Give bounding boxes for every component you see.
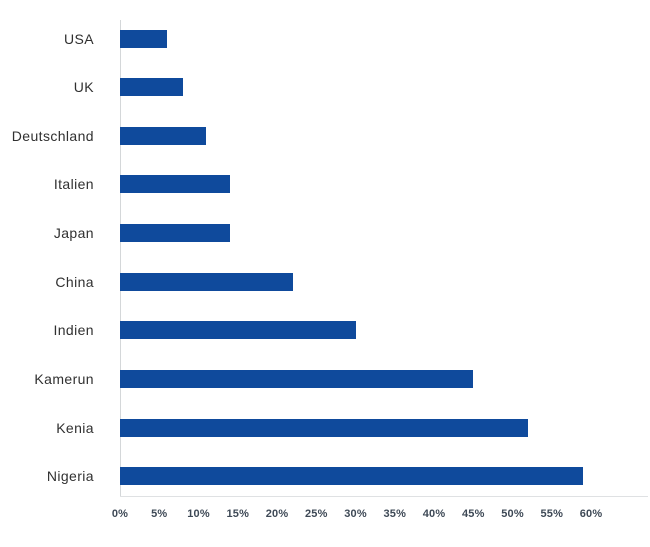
x-tick-label: 30% [344,508,367,520]
category-label: Kamerun [34,371,94,388]
bar-usa [120,29,168,48]
category-label: Nigeria [46,468,94,485]
bar-japan [120,224,230,243]
category-label: Italien [53,176,94,193]
x-axis-line [120,496,648,497]
x-tick-label: 15% [226,508,250,520]
x-tick-label: 40% [422,508,446,520]
bar-uk [120,78,183,97]
x-tick-label: 35% [383,508,407,520]
category-label: China [55,273,94,290]
category-label: Indien [53,322,94,339]
x-tick-label: 10% [187,508,210,520]
bar-nigeria [120,467,584,486]
x-tick-label: 20% [265,508,289,520]
x-tick-label: 60% [579,508,603,520]
category-label: UK [73,79,94,96]
bar-indien [120,321,356,340]
bar-deutschland [120,126,207,145]
bar-china [120,272,293,291]
x-tick-label: 45% [461,508,485,520]
y-axis-line [120,20,121,497]
bar-italien [120,175,230,194]
category-label: Deutschland [11,127,94,144]
x-tick-label: 50% [501,508,524,520]
x-tick-label: 5% [151,508,168,520]
x-tick-label: 25% [304,508,328,520]
category-label: Japan [53,225,94,242]
bar-kamerun [120,370,474,389]
category-label: Kenia [56,419,94,436]
x-tick-label: 0% [111,508,129,520]
bar-kenia [120,418,529,437]
x-tick-label: 55% [540,508,564,520]
category-label: USA [64,30,94,47]
